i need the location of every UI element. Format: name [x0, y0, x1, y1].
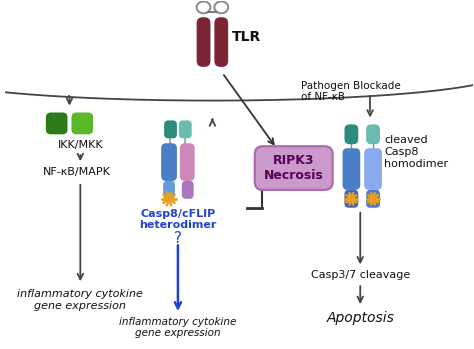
FancyBboxPatch shape [72, 112, 93, 134]
FancyBboxPatch shape [179, 120, 191, 138]
FancyBboxPatch shape [345, 124, 358, 144]
Text: Pathogen Blockade
of NF-κB: Pathogen Blockade of NF-κB [301, 81, 401, 102]
FancyBboxPatch shape [366, 190, 380, 208]
FancyBboxPatch shape [180, 143, 195, 181]
FancyBboxPatch shape [343, 148, 360, 190]
FancyBboxPatch shape [197, 17, 210, 67]
Text: ?: ? [174, 231, 182, 246]
Text: cleaved
Casp8
homodimer: cleaved Casp8 homodimer [384, 135, 448, 169]
Text: inflammatory cytokine
gene expression: inflammatory cytokine gene expression [119, 317, 237, 339]
FancyBboxPatch shape [214, 17, 228, 67]
FancyBboxPatch shape [182, 181, 194, 199]
Text: RIPK3
Necrosis: RIPK3 Necrosis [264, 154, 324, 182]
Text: NF-κB/MAPK: NF-κB/MAPK [43, 167, 110, 177]
FancyBboxPatch shape [46, 112, 67, 134]
FancyBboxPatch shape [163, 181, 175, 199]
Text: Casp8/cFLIP
heterodimer: Casp8/cFLIP heterodimer [139, 209, 217, 230]
FancyBboxPatch shape [255, 146, 333, 190]
FancyBboxPatch shape [345, 190, 358, 208]
Text: Casp3/7 cleavage: Casp3/7 cleavage [310, 270, 410, 280]
FancyBboxPatch shape [161, 143, 177, 181]
Text: TLR: TLR [232, 30, 261, 44]
FancyBboxPatch shape [366, 124, 380, 144]
Text: Apoptosis: Apoptosis [326, 311, 394, 325]
FancyBboxPatch shape [364, 148, 382, 190]
Text: inflammatory cytokine
gene expression: inflammatory cytokine gene expression [18, 289, 143, 311]
Text: IKK/MKK: IKK/MKK [57, 140, 103, 150]
FancyBboxPatch shape [164, 120, 177, 138]
